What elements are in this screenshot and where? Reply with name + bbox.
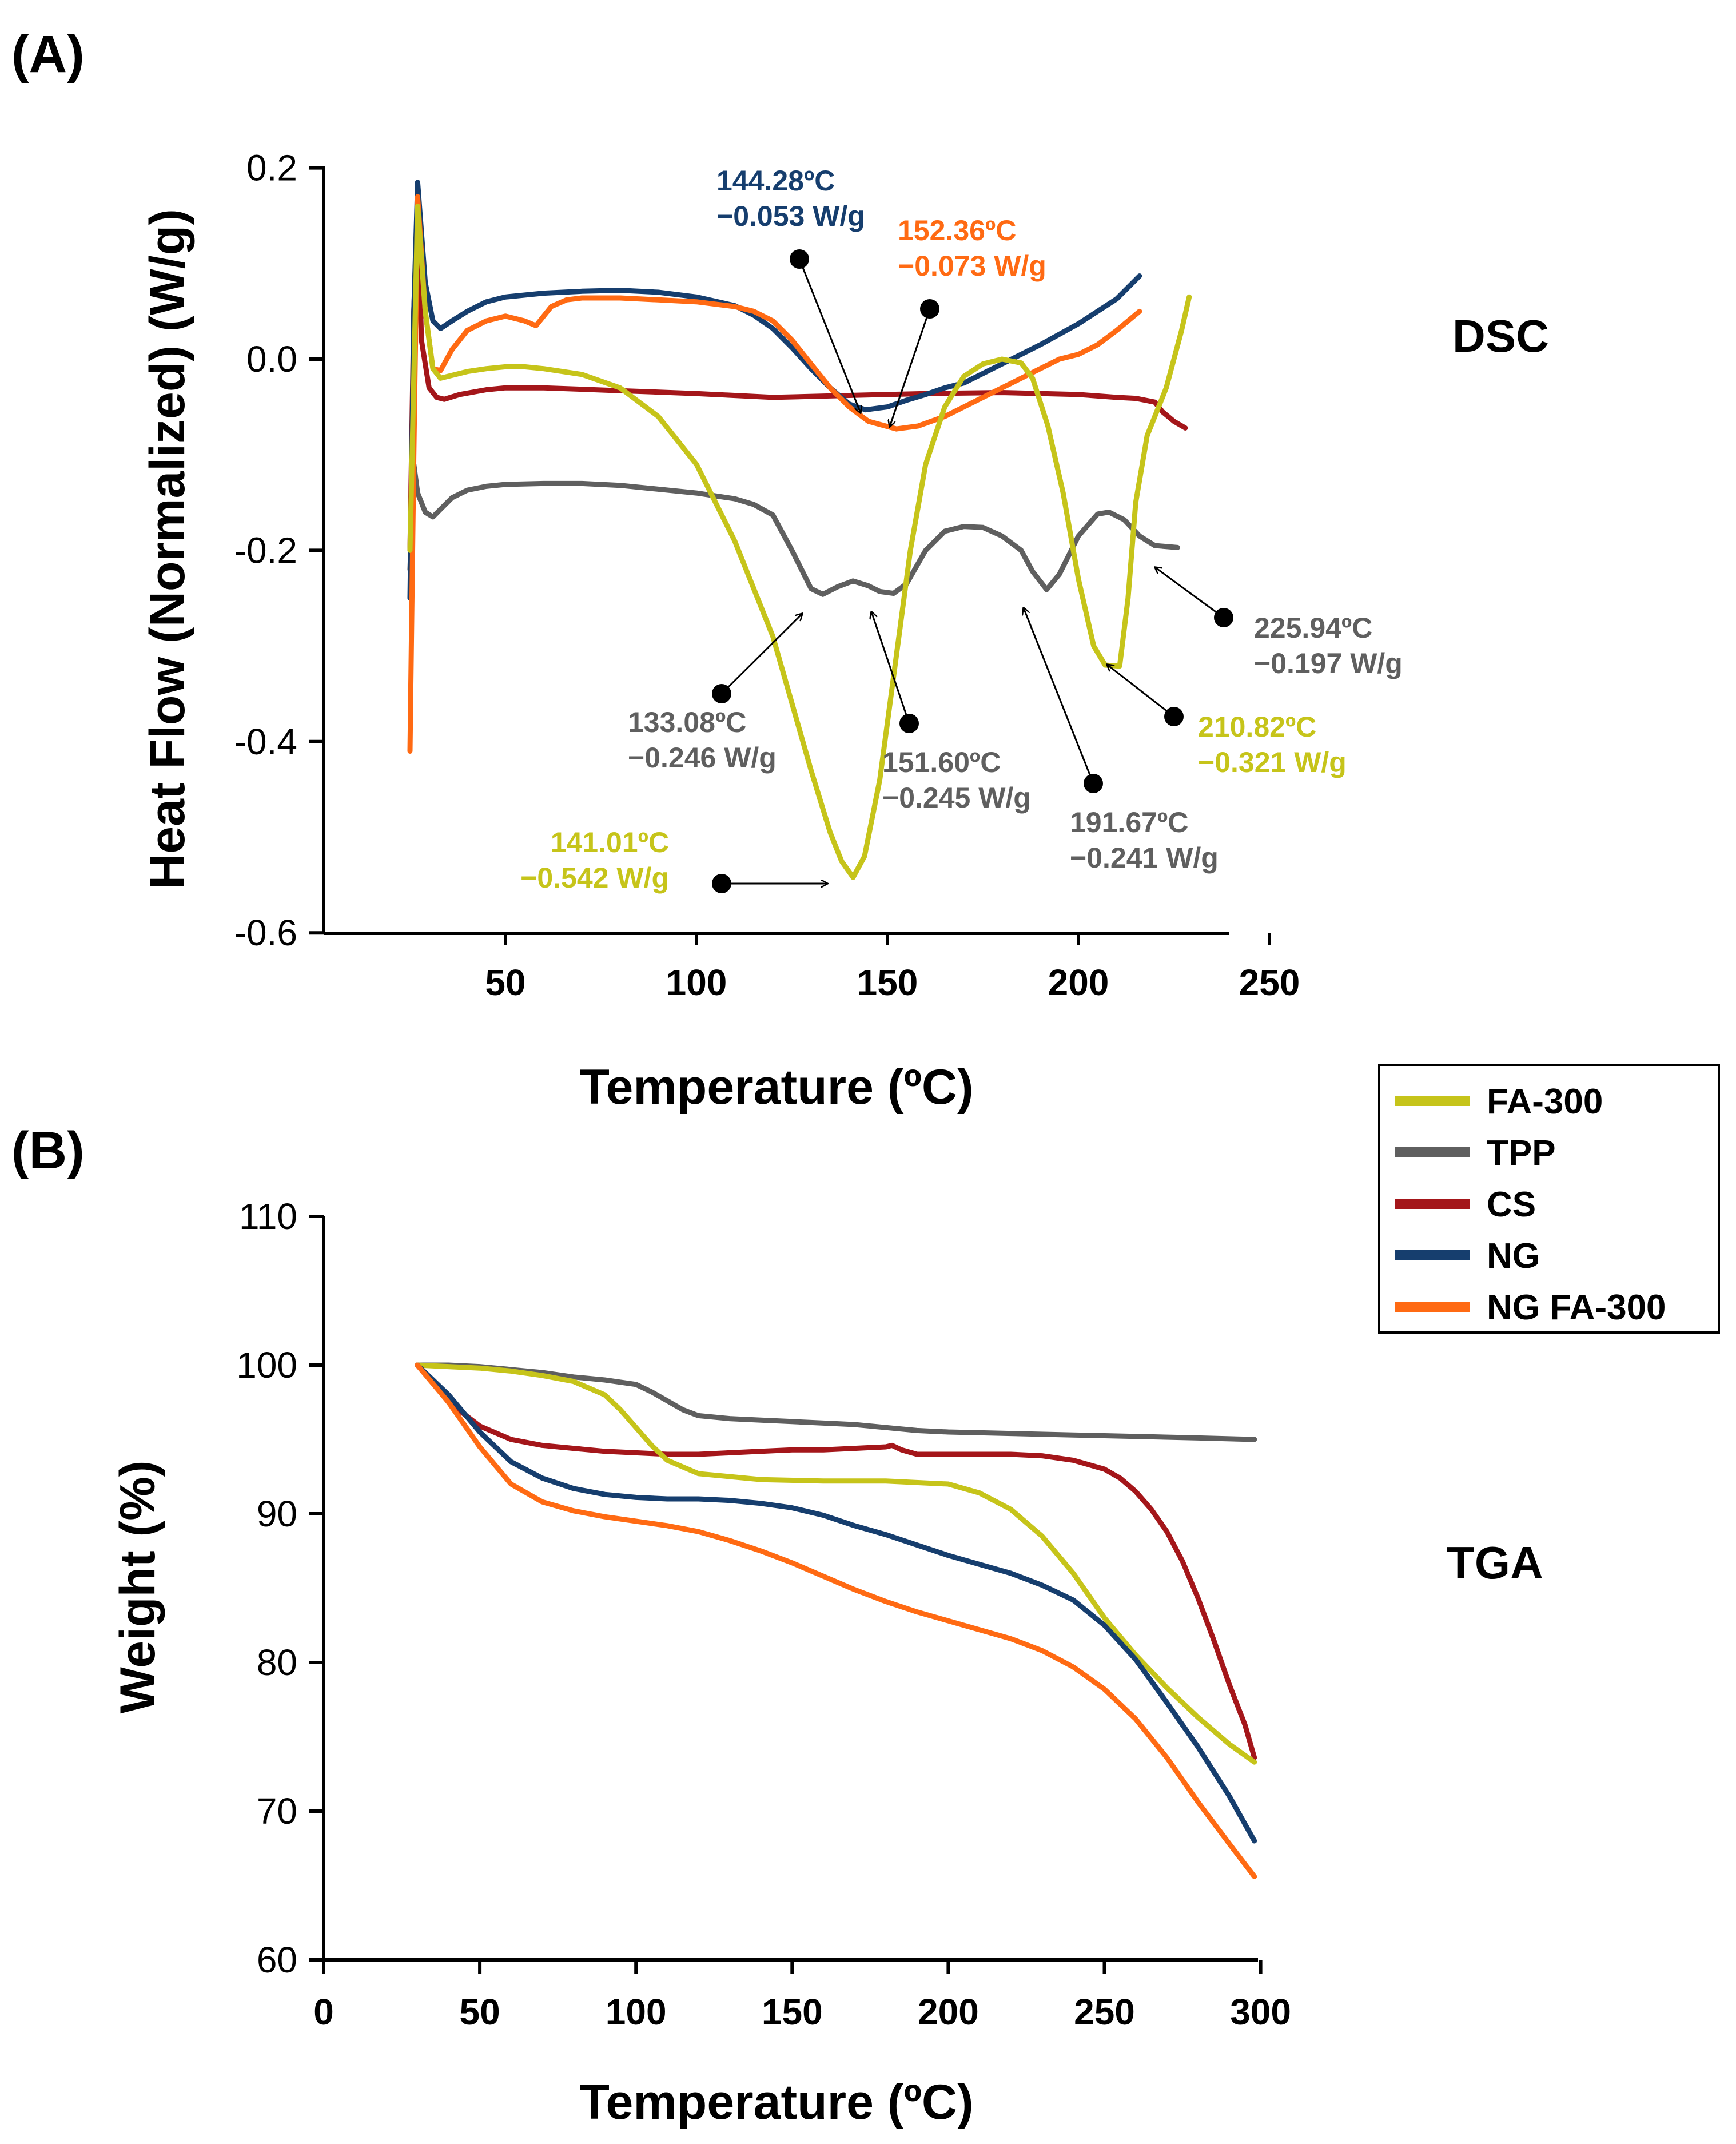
dsc-side-label: DSC <box>1452 311 1549 361</box>
dsc-x-title: Temperature (ºC) <box>579 1060 973 1115</box>
tga-line-ng <box>415 1362 1257 1844</box>
tga-x-title: Temperature (ºC) <box>579 2075 973 2130</box>
annotation-label: 144.28ºC <box>716 165 835 197</box>
tga-line-cs <box>415 1362 1257 1760</box>
dsc-line-cs <box>407 194 1188 553</box>
annotation-dot <box>1164 707 1184 726</box>
annotation-dot <box>712 684 731 703</box>
annotation-label: −0.321 W/g <box>1198 746 1347 778</box>
panel-b-label: (B) <box>11 1121 85 1180</box>
tga-x-tick-label: 250 <box>1074 1991 1135 2032</box>
annotation-label: −0.053 W/g <box>716 200 865 232</box>
legend-label: TPP <box>1487 1133 1556 1173</box>
dsc-panel: (A) 50 100 150 200 250 0.2 0.0 -0.2 -0.4 -0.6 144… <box>11 25 1549 1115</box>
annotation-label: −0.245 W/g <box>882 782 1031 814</box>
annotation-arrow <box>798 258 861 413</box>
legend-label: FA-300 <box>1487 1082 1603 1121</box>
annotation-dot <box>790 249 809 269</box>
tga-x-tick-label: 0 <box>313 1991 334 2032</box>
dsc-x-tick-label: 150 <box>857 962 918 1003</box>
tga-ticks: 0 50 100 150 200 250 300 110 100 90 80 70 60 <box>236 1196 1291 2032</box>
legend-label: CS <box>1487 1185 1536 1224</box>
dsc-y-tick-label: 0.2 <box>246 148 297 189</box>
tga-line-fa-300 <box>415 1362 1257 1765</box>
annotation-label: 225.94ºC <box>1254 612 1372 644</box>
tga-curves <box>415 1362 1257 1879</box>
tga-panel: (B) 0 50 100 150 200 250 300 110 100 90 80 70 60 Tem… <box>11 1121 1543 2130</box>
legend-label: NG <box>1487 1236 1540 1276</box>
annotation-label: −0.542 W/g <box>520 862 669 894</box>
dsc-annotations: 144.28ºC−0.053 W/g 152.36ºC −0.073 W/g 133.… <box>520 165 1403 894</box>
annotation-dot <box>899 714 919 733</box>
panel-a-label: (A) <box>11 25 85 83</box>
annotation-arrow <box>1107 665 1174 718</box>
annotation-dot <box>712 874 731 893</box>
tga-line-ng-fa-300 <box>415 1362 1257 1879</box>
annotation-dot <box>1214 608 1233 627</box>
tga-x-tick-label: 200 <box>918 1991 979 2032</box>
tga-line-tpp <box>415 1362 1257 1442</box>
annotation-label: 191.67ºC <box>1070 806 1188 838</box>
tga-y-tick-label: 110 <box>239 1196 297 1237</box>
annotation-arrow <box>871 612 910 724</box>
dsc-curves <box>407 180 1192 880</box>
tga-x-tick-label: 50 <box>460 1991 500 2032</box>
dsc-y-title: Heat Flow (Normalized) (W/g) <box>140 209 195 889</box>
legend: FA-300 TPP CS NG NG FA-300 <box>1378 1064 1720 1334</box>
tga-y-tick-label: 90 <box>257 1493 297 1534</box>
annotation-label: −0.197 W/g <box>1254 647 1403 679</box>
annotation-arrow <box>1024 608 1094 784</box>
annotation-label: 133.08ºC <box>628 706 746 738</box>
tga-y-tick-label: 80 <box>257 1642 297 1683</box>
dsc-y-tick-label: -0.6 <box>234 912 297 953</box>
annotation-arrow <box>890 308 931 427</box>
annotation-dot <box>1084 774 1103 793</box>
dsc-x-tick-label: 250 <box>1239 962 1300 1003</box>
tga-x-tick-label: 100 <box>606 1991 667 2032</box>
annotation-label: 141.01ºC <box>551 826 669 858</box>
annotation-label: 151.60ºC <box>882 746 1001 778</box>
tga-y-tick-label: 60 <box>257 1939 297 1980</box>
annotation-label: 152.36ºC <box>898 214 1016 246</box>
annotation-arrow <box>720 614 802 695</box>
dsc-y-tick-label: 0.0 <box>246 339 297 380</box>
dsc-ticks: 50 100 150 200 250 0.2 0.0 -0.2 -0.4 -0.6 <box>234 148 1300 1003</box>
tga-x-tick-label: 300 <box>1230 1991 1291 2032</box>
dsc-x-tick-label: 100 <box>666 962 727 1003</box>
annotation-arrow <box>1155 567 1224 619</box>
dsc-line-tpp <box>407 462 1180 597</box>
tga-y-tick-label: 70 <box>257 1791 297 1832</box>
dsc-y-tick-label: -0.4 <box>234 721 297 762</box>
annotation-label: −0.073 W/g <box>898 250 1046 282</box>
tga-x-tick-label: 150 <box>762 1991 823 2032</box>
legend-label: NG FA-300 <box>1487 1288 1666 1327</box>
dsc-line-fa-300 <box>407 204 1192 880</box>
dsc-y-tick-label: -0.2 <box>234 530 297 571</box>
dsc-line-ng-fa-300 <box>407 194 1142 754</box>
tga-side-label: TGA <box>1447 1537 1543 1588</box>
annotation-label: −0.241 W/g <box>1070 842 1219 874</box>
dsc-x-tick-label: 50 <box>485 962 525 1003</box>
annotation-dot <box>920 299 939 319</box>
annotation-label: −0.246 W/g <box>628 742 777 774</box>
annotation-label: 210.82ºC <box>1198 711 1316 743</box>
tga-y-title: Weight (%) <box>110 1461 165 1714</box>
tga-y-tick-label: 100 <box>236 1345 297 1386</box>
dsc-x-tick-label: 200 <box>1048 962 1109 1003</box>
